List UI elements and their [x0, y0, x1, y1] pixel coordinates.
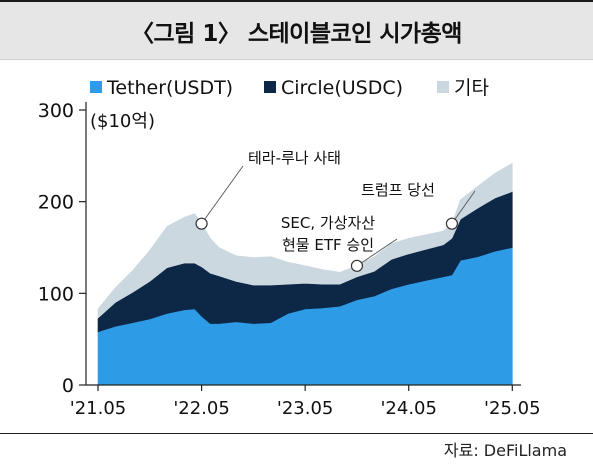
y-tick-label-3: 300 — [38, 100, 74, 122]
area-series-2 — [97, 162, 513, 319]
annotation-leader-1 — [356, 238, 398, 267]
annotation-marker-2 — [445, 217, 459, 230]
legend-swatch-2 — [437, 81, 449, 93]
x-tick-label-4: '25.05 — [484, 398, 540, 419]
annotation-leader-2 — [451, 190, 476, 224]
y-tick-label-2: 200 — [38, 192, 74, 214]
figure-title-bar: 〈그림 1〉 스테이블코인 시가총액 — [0, 0, 593, 60]
x-tick-label-1: '22.05 — [173, 398, 229, 419]
x-tick-label-0: '21.05 — [70, 398, 126, 419]
x-tick-label-2: '23.05 — [277, 398, 333, 419]
annotation-label-0: 테라-루나 사태 — [248, 149, 341, 167]
legend-swatch-1 — [264, 81, 276, 93]
legend: Tether(USDT) Circle(USDC) 기타 — [90, 77, 489, 99]
annotation-label-1-line-1: 현물 ETF 승인 — [282, 236, 374, 254]
source-note: 자료: DeFiLlama — [443, 441, 567, 460]
stacked-areas — [97, 162, 513, 386]
y-axis-label: ($10억) — [90, 111, 155, 132]
legend-swatch-0 — [90, 81, 102, 93]
annotation-leader-0 — [201, 165, 244, 224]
annotation-label-1-line-0: SEC, 가상자산 — [281, 214, 375, 232]
axes: 0 100 200 300 '21.05 '22.05 '23.05 '24.05 '25.05… — [38, 100, 541, 419]
annotation-marker-1 — [350, 259, 364, 272]
figure-title: 〈그림 1〉 스테이블코인 시가총액 — [131, 20, 462, 47]
legend-label-0: Tether(USDT) — [106, 77, 233, 99]
stablecoin-market-cap-chart: Tether(USDT) Circle(USDC) 기타 0 100 200 300 '21… — [38, 77, 541, 419]
legend-label-1: Circle(USDC) — [281, 77, 403, 99]
bottom-divider — [0, 433, 593, 434]
y-tick-label-1: 100 — [38, 283, 74, 305]
y-tick-label-0: 0 — [62, 375, 74, 397]
x-tick-label-3: '24.05 — [380, 398, 436, 419]
legend-label-2: 기타 — [454, 77, 489, 99]
annotation-marker-0 — [195, 217, 208, 230]
annotation-label-2: 트럼프 당선 — [361, 181, 435, 199]
